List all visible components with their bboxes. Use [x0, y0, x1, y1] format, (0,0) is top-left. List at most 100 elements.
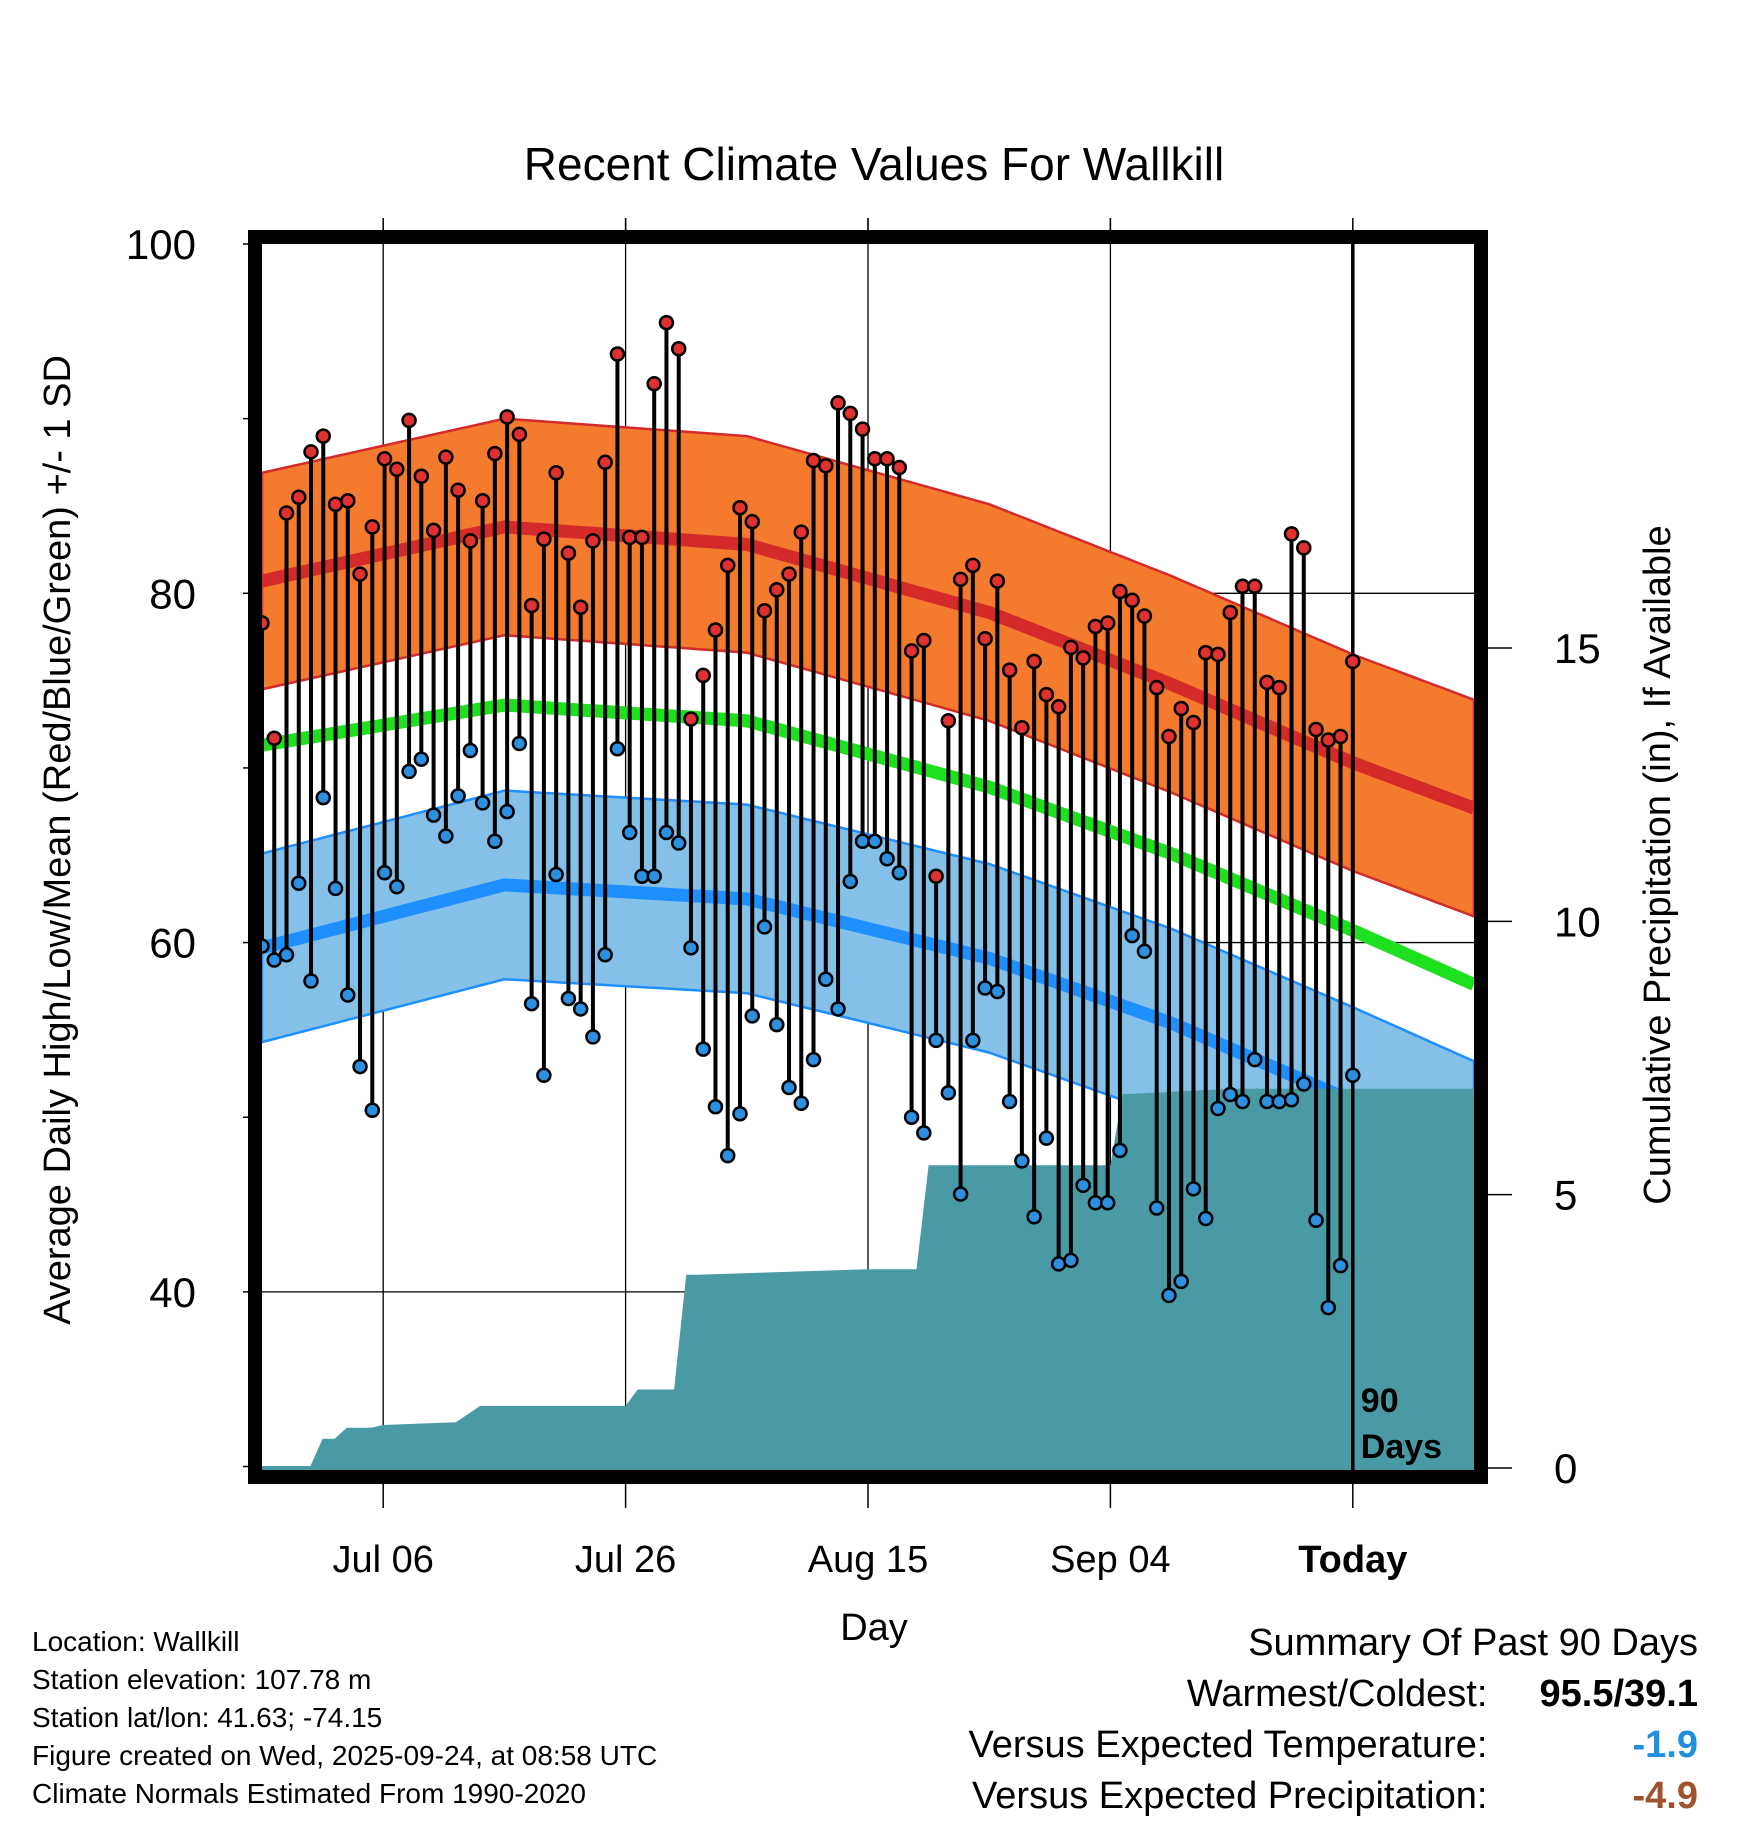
temp-departure-value: -1.9 [1632, 1724, 1698, 1766]
observed-low-point [646, 868, 662, 884]
observed-low-point [818, 971, 834, 988]
observed-low-point [732, 1105, 748, 1122]
temp-departure-label: Versus Expected Temperature: [968, 1724, 1488, 1766]
normal-mean-line [260, 698, 1477, 991]
observed-low-point [425, 807, 442, 823]
observed-low-point [609, 740, 626, 757]
y2-tick-label: 15 [1554, 625, 1601, 672]
observed-low-point [1173, 1273, 1189, 1290]
observed-high-point [572, 599, 589, 616]
observed-high-point [879, 451, 895, 467]
observed-high-point [842, 405, 859, 422]
x-axis-label: Day [840, 1607, 908, 1649]
observed-high-point [315, 428, 332, 444]
observed-low-point [940, 1085, 957, 1101]
observed-low-point [450, 788, 466, 804]
normal-low-line [260, 878, 1477, 1162]
normal-high-line [260, 520, 1477, 815]
observed-high-point [1296, 540, 1312, 556]
observed-low-point [1332, 1257, 1349, 1274]
observed-high-point [511, 426, 528, 443]
observed-low-point [719, 1147, 736, 1164]
observed-high-point [719, 557, 736, 574]
observed-low-point [327, 880, 344, 897]
info-created: Figure created on Wed, 2025-09-24, at 08… [32, 1740, 658, 1771]
x-tick-label: Today [1298, 1539, 1407, 1581]
observed-high-point [389, 461, 405, 478]
observed-low-point [1014, 1153, 1030, 1169]
observed-high-point [450, 482, 466, 498]
days-marker-label: 90 [1361, 1382, 1399, 1420]
observed-high-point [1026, 653, 1042, 670]
observed-high-point [707, 622, 724, 638]
summary-title: Summary Of Past 90 Days [1248, 1622, 1698, 1664]
info-location: Location: Wallkill [32, 1626, 240, 1657]
observed-low-point [830, 1001, 846, 1017]
y2-axis-label: Cumulative Precipitation (in), If Availa… [1637, 525, 1679, 1204]
summary-warmest-coldest: Warmest/Coldest: 95.5/39.1 [969, 1669, 1698, 1720]
observed-low-point [867, 833, 883, 850]
observed-low-point [352, 1058, 368, 1075]
observed-high-point [425, 522, 442, 539]
x-tick-label: Jul 26 [575, 1539, 676, 1581]
observed-high-point [989, 573, 1006, 589]
observed-low-point [744, 1008, 760, 1024]
observed-low-point [1001, 1093, 1018, 1110]
observed-low-point [1234, 1093, 1251, 1110]
observed-low-point [1050, 1256, 1067, 1272]
warmest-coldest-value: 95.5/39.1 [1539, 1673, 1698, 1715]
observed-high-point [1087, 618, 1104, 635]
observed-low-point [683, 940, 699, 956]
observed-high-point [1075, 650, 1091, 666]
observed-low-point [916, 1125, 932, 1141]
observed-low-point [266, 952, 283, 968]
station-info: Location: Wallkill Station elevation: 10… [32, 1623, 657, 1813]
observed-low-point [1197, 1210, 1214, 1227]
observed-low-point [1099, 1195, 1116, 1211]
observed-high-point [303, 444, 319, 460]
observed-low-point [1320, 1299, 1337, 1316]
days-marker-label: Days [1361, 1428, 1442, 1466]
summary-panel: Summary Of Past 90 Days Warmest/Coldest:… [969, 1618, 1698, 1822]
x-tick-label: Jul 06 [332, 1539, 433, 1581]
observed-low-point [487, 833, 503, 850]
observed-high-point [1259, 674, 1275, 691]
observed-high-point [291, 489, 307, 505]
observed-high-point [462, 533, 479, 549]
precip-area [262, 1088, 1474, 1470]
summary-precipitation: Versus Expected Precipitation: -4.9 [969, 1771, 1698, 1822]
observed-low-point [793, 1095, 810, 1111]
observed-low-point [707, 1098, 724, 1115]
low-sd-band [262, 789, 1474, 1252]
observed-high-point [487, 445, 503, 462]
observed-high-point [499, 409, 515, 425]
observed-low-point [928, 1032, 944, 1049]
observed-low-point [756, 919, 773, 935]
observed-low-point [364, 1102, 381, 1118]
observed-low-point [597, 947, 613, 963]
observed-high-point [928, 868, 944, 884]
observed-low-point [511, 735, 528, 752]
observed-high-point [891, 459, 908, 476]
observed-low-point [1222, 1086, 1238, 1103]
observed-high-point [1124, 592, 1140, 609]
observed-low-point [1112, 1142, 1128, 1159]
observed-high-point [1161, 728, 1177, 745]
observed-low-point [1063, 1252, 1079, 1269]
observed-high-point [548, 465, 564, 481]
summary-temperature: Versus Expected Temperature: -1.9 [969, 1720, 1698, 1771]
observed-high-point [1308, 721, 1324, 738]
observed-high-point [364, 519, 381, 535]
observed-low-point [1161, 1287, 1177, 1304]
y2-tick-label: 5 [1554, 1172, 1577, 1219]
observed-low-point [438, 828, 454, 844]
observed-low-point [523, 995, 540, 1012]
observed-low-point [695, 1041, 711, 1057]
observed-low-point [989, 983, 1006, 1000]
observed-high-point [1185, 714, 1202, 731]
observed-high-point [585, 533, 601, 549]
chart-title: Recent Climate Values For Wallkill [524, 138, 1224, 190]
observed-high-point [1063, 639, 1079, 656]
observed-high-point [965, 557, 981, 574]
observed-high-point [352, 566, 368, 582]
